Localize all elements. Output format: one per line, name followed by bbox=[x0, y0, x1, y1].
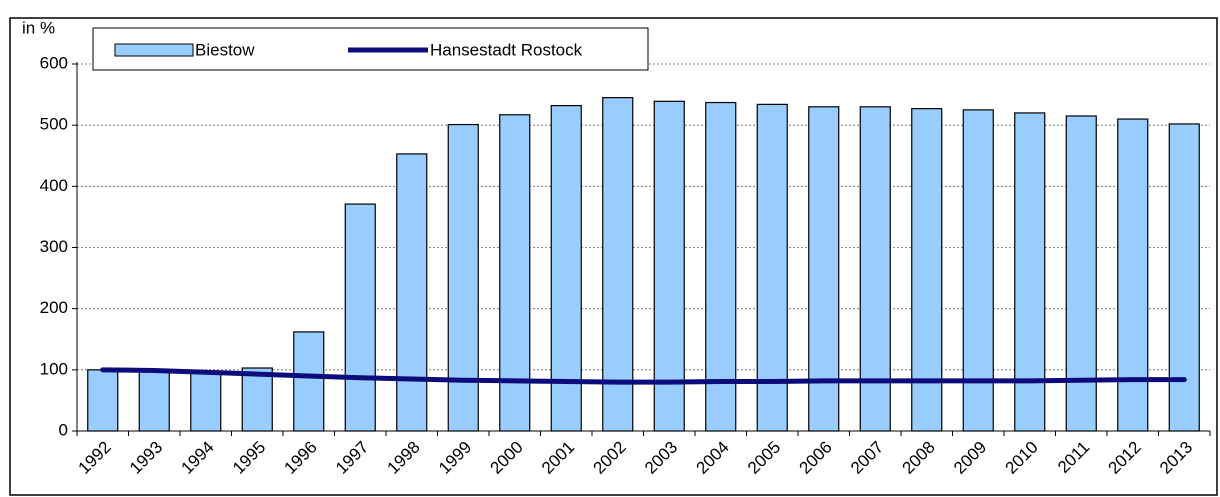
bar bbox=[1065, 115, 1097, 432]
bar bbox=[138, 370, 170, 432]
bar bbox=[705, 101, 737, 432]
legend-label: Hansestadt Rostock bbox=[430, 40, 583, 59]
y-tick-label: 400 bbox=[40, 176, 68, 195]
bar bbox=[602, 97, 634, 432]
line bbox=[100, 367, 1187, 385]
y-tick-label: 300 bbox=[40, 237, 68, 256]
bar bbox=[293, 331, 325, 432]
bar bbox=[1117, 118, 1149, 432]
y-tick-label: 500 bbox=[40, 115, 68, 134]
bar bbox=[756, 103, 788, 432]
legend: Biestow Hansestadt Rostock bbox=[92, 27, 649, 71]
y-tick-label: 200 bbox=[40, 298, 68, 317]
legend-swatch bbox=[114, 43, 194, 57]
bar bbox=[859, 106, 891, 432]
bar bbox=[911, 108, 943, 432]
bar bbox=[396, 153, 428, 432]
bar bbox=[87, 369, 119, 432]
bar bbox=[653, 100, 685, 432]
bar bbox=[550, 104, 582, 432]
bar bbox=[499, 114, 531, 432]
bar bbox=[190, 371, 222, 432]
bar bbox=[962, 109, 994, 432]
y-tick-label: 600 bbox=[40, 53, 68, 72]
bar bbox=[344, 203, 376, 432]
bar bbox=[1168, 123, 1200, 432]
bar bbox=[1014, 112, 1046, 432]
bar bbox=[447, 123, 479, 432]
y-axis-label: in % bbox=[22, 18, 55, 37]
bar bbox=[241, 367, 273, 432]
legend-label: Biestow bbox=[195, 40, 255, 59]
y-tick-label: 0 bbox=[59, 420, 68, 439]
bar bbox=[808, 106, 840, 432]
y-tick-label: 100 bbox=[40, 359, 68, 378]
